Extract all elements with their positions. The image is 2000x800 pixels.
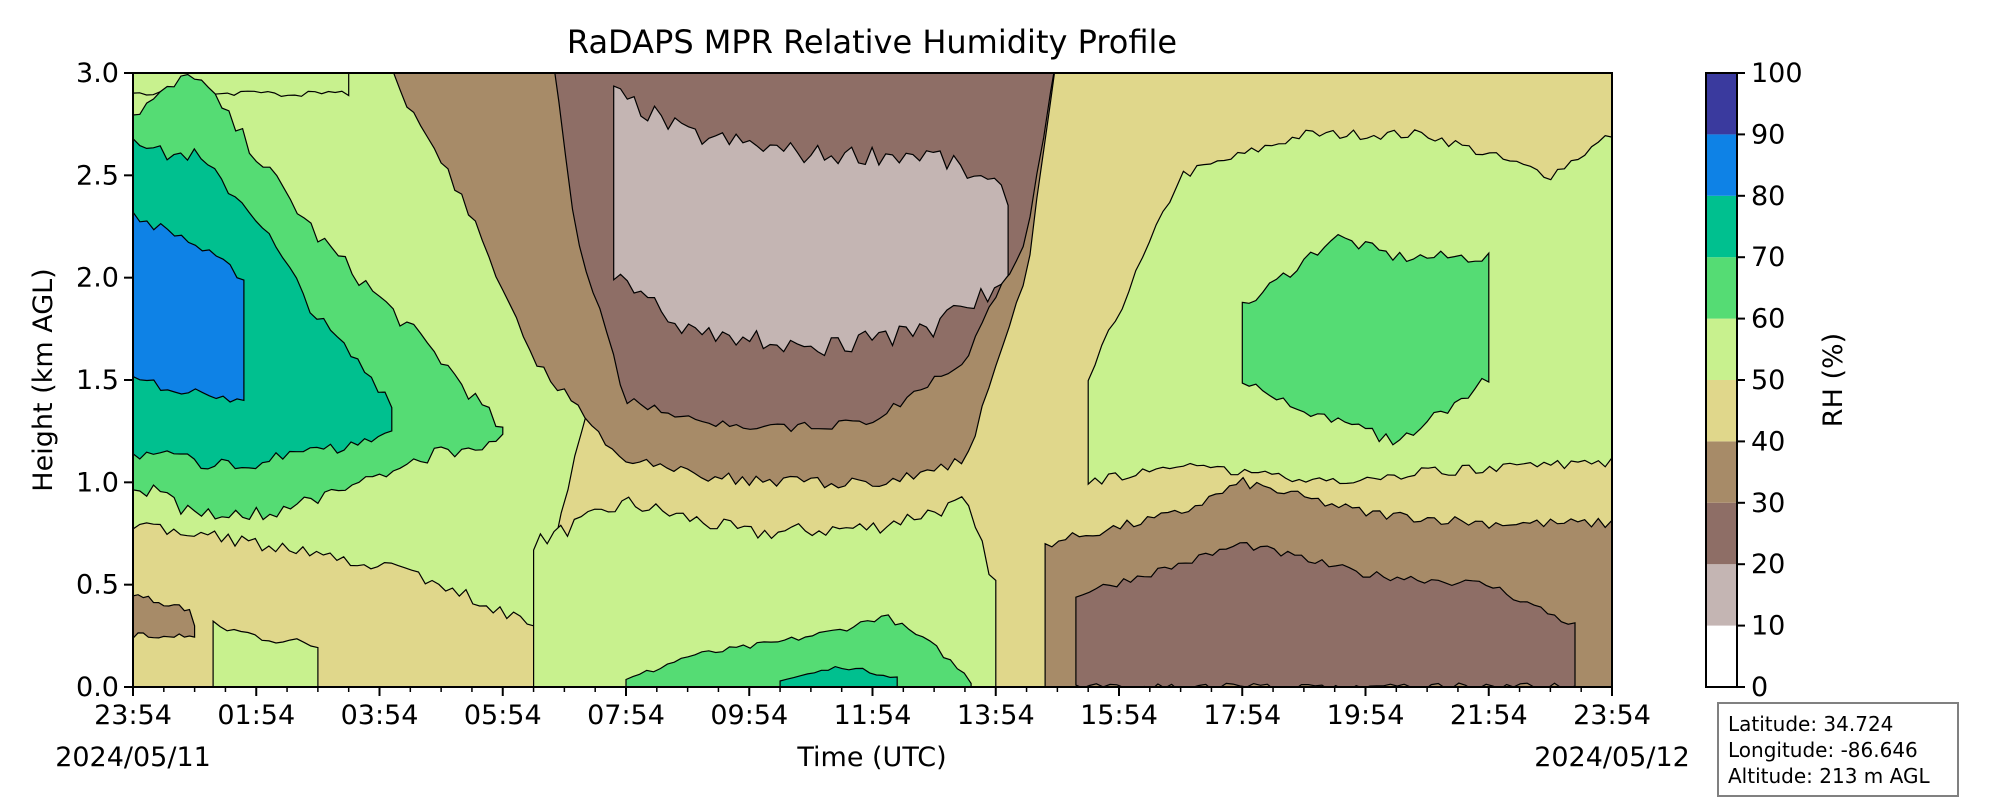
rh-band-70-80-surface <box>779 665 898 687</box>
colorbar-tick-label: 70 <box>1751 242 1785 273</box>
colorbar-segment <box>1706 441 1737 503</box>
colorbar-tick-label: 40 <box>1751 426 1785 457</box>
rh-contour-fills <box>133 73 1612 687</box>
y-tick-label: 2.5 <box>76 160 119 191</box>
location-info-box: Latitude: 34.724 Longitude: -86.646 Alti… <box>1717 702 1959 797</box>
x-tick-label: 03:54 <box>341 700 419 731</box>
colorbar-segment <box>1706 380 1737 442</box>
y-tick-label: 0.0 <box>76 672 119 703</box>
y-tick-label: 0.5 <box>76 570 119 601</box>
info-altitude: Altitude: 213 m AGL <box>1728 764 1930 788</box>
rh-band-60-70-evening <box>1241 233 1490 446</box>
colorbar-segment <box>1706 73 1737 135</box>
x-tick-label: 05:54 <box>464 700 542 731</box>
colorbar-segment <box>1706 625 1737 687</box>
rh-band-30-40-left <box>133 594 196 640</box>
colorbar-tick-label: 50 <box>1751 365 1785 396</box>
colorbar-tick-label: 0 <box>1751 672 1768 703</box>
colorbar: 0 10 20 30 40 50 60 70 80 90 100 <box>1705 58 1803 703</box>
colorbar-segment <box>1706 134 1737 196</box>
colorbar-segment <box>1706 318 1737 380</box>
x-tick-label: 23:54 <box>1573 700 1651 731</box>
colorbar-tick-label: 100 <box>1751 58 1803 89</box>
info-latitude: Latitude: 34.724 <box>1728 712 1893 736</box>
rh-band-60-70-surface <box>625 614 972 687</box>
y-axis-label: Height (km AGL) <box>28 268 59 491</box>
x-tick-label: 01:54 <box>217 700 295 731</box>
colorbar-segment <box>1706 195 1737 258</box>
y-tick-label: 1.5 <box>76 365 119 396</box>
x-tick-label: 13:54 <box>957 700 1035 731</box>
colorbar-tick-label: 10 <box>1751 611 1785 642</box>
x-tick-label: 21:54 <box>1450 700 1528 731</box>
x-tick-label: 09:54 <box>710 700 788 731</box>
x-tick-label: 17:54 <box>1203 700 1281 731</box>
colorbar-tick-label: 80 <box>1751 181 1785 212</box>
colorbar-tick-label: 30 <box>1751 488 1785 519</box>
y-axis: 0.0 0.5 1.0 1.5 2.0 2.5 3.0 <box>76 58 133 703</box>
date-end-label: 2024/05/12 <box>1534 742 1690 773</box>
colorbar-tick-label: 20 <box>1751 549 1785 580</box>
colorbar-label: RH (%) <box>1818 333 1849 427</box>
rh-band-10-20-core <box>613 85 1009 357</box>
y-tick-label: 1.0 <box>76 467 119 498</box>
rh-band-50-60-top <box>133 73 350 98</box>
rh-band-80-90 <box>133 211 245 403</box>
colorbar-segment <box>1706 564 1737 626</box>
colorbar-segment <box>1706 502 1737 565</box>
x-tick-label: 23:54 <box>94 700 172 731</box>
colorbar-tick-label: 90 <box>1751 119 1785 150</box>
info-box-frame <box>1717 702 1959 797</box>
y-tick-label: 3.0 <box>76 58 119 89</box>
y-tick-label: 2.0 <box>76 263 119 294</box>
x-tick-label: 11:54 <box>834 700 912 731</box>
info-longitude: Longitude: -86.646 <box>1728 738 1918 762</box>
colorbar-segment <box>1706 257 1737 319</box>
x-tick-label: 19:54 <box>1327 700 1405 731</box>
x-tick-label: 07:54 <box>587 700 665 731</box>
rh-band-50-60-surface <box>212 619 319 687</box>
x-tick-label: 15:54 <box>1080 700 1158 731</box>
colorbar-tick-label: 60 <box>1751 304 1785 335</box>
x-axis-label: Time (UTC) <box>796 742 946 773</box>
contour-plot-area <box>132 72 1613 688</box>
date-start-label: 2024/05/11 <box>55 742 211 773</box>
chart-title: RaDAPS MPR Relative Humidity Profile <box>567 23 1177 61</box>
x-axis: 23:54 01:54 03:54 05:54 07:54 09:54 11:54 13:54… <box>94 687 1651 731</box>
